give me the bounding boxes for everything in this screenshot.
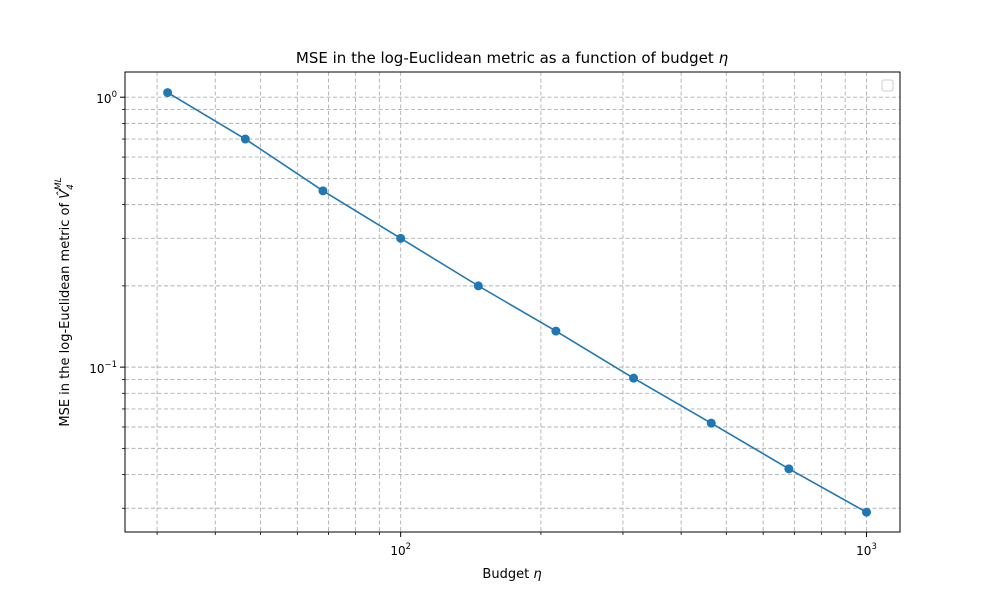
x-axis-title-text: Budget	[482, 567, 529, 582]
chart-title: MSE in the log-Euclidean metric as a fun…	[296, 49, 729, 67]
x-axis-title: Budget η	[482, 567, 541, 582]
y-axis-title-superscript: ML	[54, 177, 64, 190]
y-axis-title-subscript: 4	[66, 184, 76, 190]
y-axis-title-text: MSE in the log-Euclidean metric of	[58, 203, 73, 427]
grid-lines	[125, 72, 900, 532]
legend-box	[881, 79, 894, 92]
data-point	[784, 464, 794, 474]
data-point	[396, 233, 406, 243]
x-axis-title-symbol: η	[533, 567, 541, 582]
axis-ticks: 102 103 10−1 100	[89, 90, 877, 558]
x-tick-label: 103	[856, 542, 877, 558]
data-point	[706, 418, 716, 428]
data-point	[318, 186, 328, 196]
data-point	[551, 326, 561, 336]
data-point	[629, 373, 639, 383]
data-series	[163, 88, 872, 517]
data-point	[473, 281, 483, 291]
plot-area-frame	[124, 71, 901, 533]
chart-title-symbol: η	[719, 49, 729, 67]
y-axis-title-symbol: V̂	[58, 189, 73, 199]
x-tick-label: 102	[390, 542, 411, 558]
chart-title-text: MSE in the log-Euclidean metric as a fun…	[296, 49, 714, 67]
y-axis-title: MSE in the log-Euclidean metric of V̂4ML	[54, 177, 76, 426]
data-point	[163, 88, 173, 98]
series-line	[167, 91, 867, 513]
y-tick-label: 100	[96, 90, 117, 106]
data-point	[240, 134, 250, 144]
y-tick-label: 10−1	[89, 360, 117, 376]
data-point	[862, 507, 872, 517]
